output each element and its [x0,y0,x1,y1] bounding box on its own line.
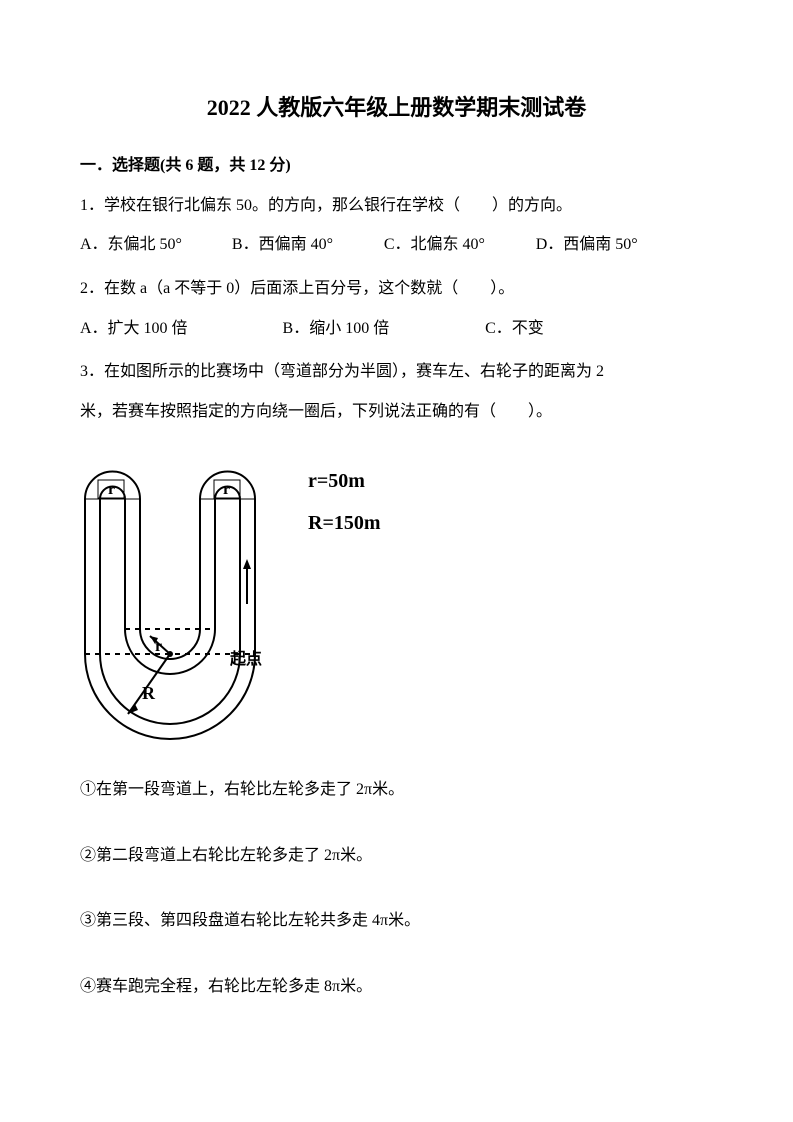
label-r-top-left: r [108,481,115,498]
q1-opt-c: C．北偏东 40° [384,232,523,258]
q2-opt-c: C．不变 [485,316,675,342]
q3-figure: r r r R [80,444,270,753]
track-diagram-svg: r r r R [80,444,270,744]
q2-opt-b: B．缩小 100 倍 [283,316,473,342]
q3-stmt-1: ①在第一段弯道上，右轮比左轮多走了 2π米。 [80,777,713,803]
section-heading: 一．选择题(共 6 题，共 12 分) [80,153,713,179]
q2-opt-a: A．扩大 100 倍 [80,316,270,342]
q1-opt-b: B．西偏南 40° [232,232,371,258]
q3-line1: 3．在如图所示的比赛场中（弯道部分为半圆），赛车左、右轮子的距离为 2 [80,359,713,385]
figure-side: r=50m R=150m [270,444,381,544]
q3-figure-row: r r r R r=50m R=150m [80,444,713,753]
q1-options: A．东偏北 50° B．西偏南 40° C．北偏东 40° D．西偏南 50° [80,232,713,258]
label-r-top-right: r [223,481,230,498]
q3-line2: 米，若赛车按照指定的方向绕一圈后，下列说法正确的有（ ）。 [80,399,713,425]
q1-opt-a: A．东偏北 50° [80,232,219,258]
q1-opt-d: D．西偏南 50° [536,232,675,258]
label-start: 起点 [230,647,262,673]
page-title: 2022 人教版六年级上册数学期末测试卷 [80,90,713,125]
q2-options: A．扩大 100 倍 B．缩小 100 倍 C．不变 [80,316,713,342]
big-r-formula: R=150m [308,502,381,544]
r-formula: r=50m [308,460,381,502]
q3-stmt-2: ②第二段弯道上右轮比左轮多走了 2π米。 [80,843,713,869]
q3-stmt-4: ④赛车跑完全程，右轮比左轮多走 8π米。 [80,974,713,1000]
q1-text: 1．学校在银行北偏东 50。的方向，那么银行在学校（ ）的方向。 [80,193,713,219]
q3-stmt-3: ③第三段、第四段盘道右轮比左轮共多走 4π米。 [80,908,713,934]
label-r-mid: r [155,638,162,655]
q2-text: 2．在数 a（a 不等于 0）后面添上百分号，这个数就（ ）。 [80,276,713,302]
exam-page: 2022 人教版六年级上册数学期末测试卷 一．选择题(共 6 题，共 12 分)… [0,0,793,1122]
label-big-r: R [142,683,156,703]
